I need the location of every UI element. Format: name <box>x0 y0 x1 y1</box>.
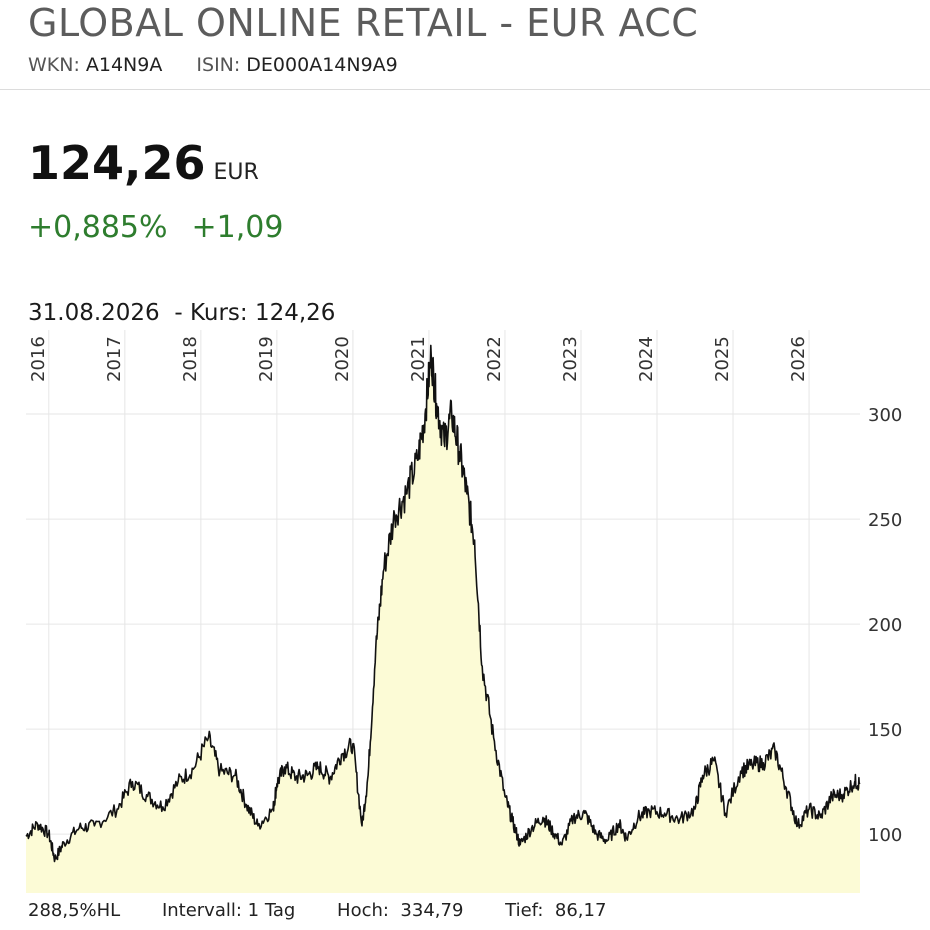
high-stat: Hoch: 334,79 <box>337 900 463 921</box>
x-tick-label: 2023 <box>560 336 581 382</box>
price-value: 124,26 <box>28 136 206 190</box>
high-label: Hoch: <box>337 900 389 921</box>
y-tick-label: 200 <box>868 615 902 636</box>
price-line <box>25 344 861 863</box>
change-block: +0,885% +1,09 <box>28 210 283 245</box>
identifiers: WKN: A14N9A ISIN: DE000A14N9A9 <box>28 54 426 76</box>
low-stat: Tief: 86,17 <box>505 900 606 921</box>
x-tick-label: 2022 <box>484 336 505 382</box>
low-label: Tief: <box>505 900 544 921</box>
y-tick-label: 300 <box>868 405 902 426</box>
x-tick-label: 2019 <box>256 336 277 382</box>
chart-footer: 288,5%HL Intervall: 1 Tag Hoch: 334,79 T… <box>28 900 642 921</box>
price-block: 124,26 EUR <box>28 136 259 190</box>
x-tick-label: 2024 <box>636 336 657 382</box>
isin-group: ISIN: DE000A14N9A9 <box>196 54 397 76</box>
wkn-group: WKN: A14N9A <box>28 54 162 76</box>
isin-label: ISIN: <box>196 54 241 76</box>
wkn-value: A14N9A <box>85 54 163 76</box>
x-tick-label: 2021 <box>408 336 429 382</box>
isin-value: DE000A14N9A9 <box>246 54 398 76</box>
range-stat: 288,5%HL <box>28 900 121 921</box>
x-tick-label: 2026 <box>788 336 809 382</box>
y-tick-label: 250 <box>868 510 902 531</box>
page-title: GLOBAL ONLINE RETAIL - EUR ACC <box>28 1 699 45</box>
axis-labels: 100 150 200 250 300 2016 2017 2018 2019 2020 2021 2… <box>28 336 903 846</box>
y-tick-label: 150 <box>868 720 902 741</box>
change-percent: +0,885% <box>28 210 168 245</box>
high-value: 334,79 <box>400 900 464 921</box>
price-chart[interactable]: 100 150 200 250 300 2016 2017 2018 2019 2020 2021 2… <box>0 325 930 900</box>
interval-stat: Intervall: 1 Tag <box>161 900 296 921</box>
header-divider <box>0 89 930 90</box>
x-tick-label: 2020 <box>332 336 353 382</box>
x-tick-label: 2018 <box>180 336 201 382</box>
wkn-label: WKN: <box>28 54 80 76</box>
chart-date: 31.08.2026 <box>28 300 160 326</box>
low-value: 86,17 <box>554 900 607 921</box>
price-area-fill <box>26 345 860 893</box>
chart-kurs: - Kurs: 124,26 <box>174 300 336 326</box>
y-tick-label: 100 <box>868 825 902 846</box>
chart-info: 31.08.2026 - Kurs: 124,26 <box>28 300 335 326</box>
x-tick-label: 2025 <box>712 336 733 382</box>
price-currency: EUR <box>213 160 259 185</box>
x-tick-label: 2016 <box>28 336 49 382</box>
change-absolute: +1,09 <box>191 210 284 245</box>
x-tick-label: 2017 <box>104 336 125 382</box>
